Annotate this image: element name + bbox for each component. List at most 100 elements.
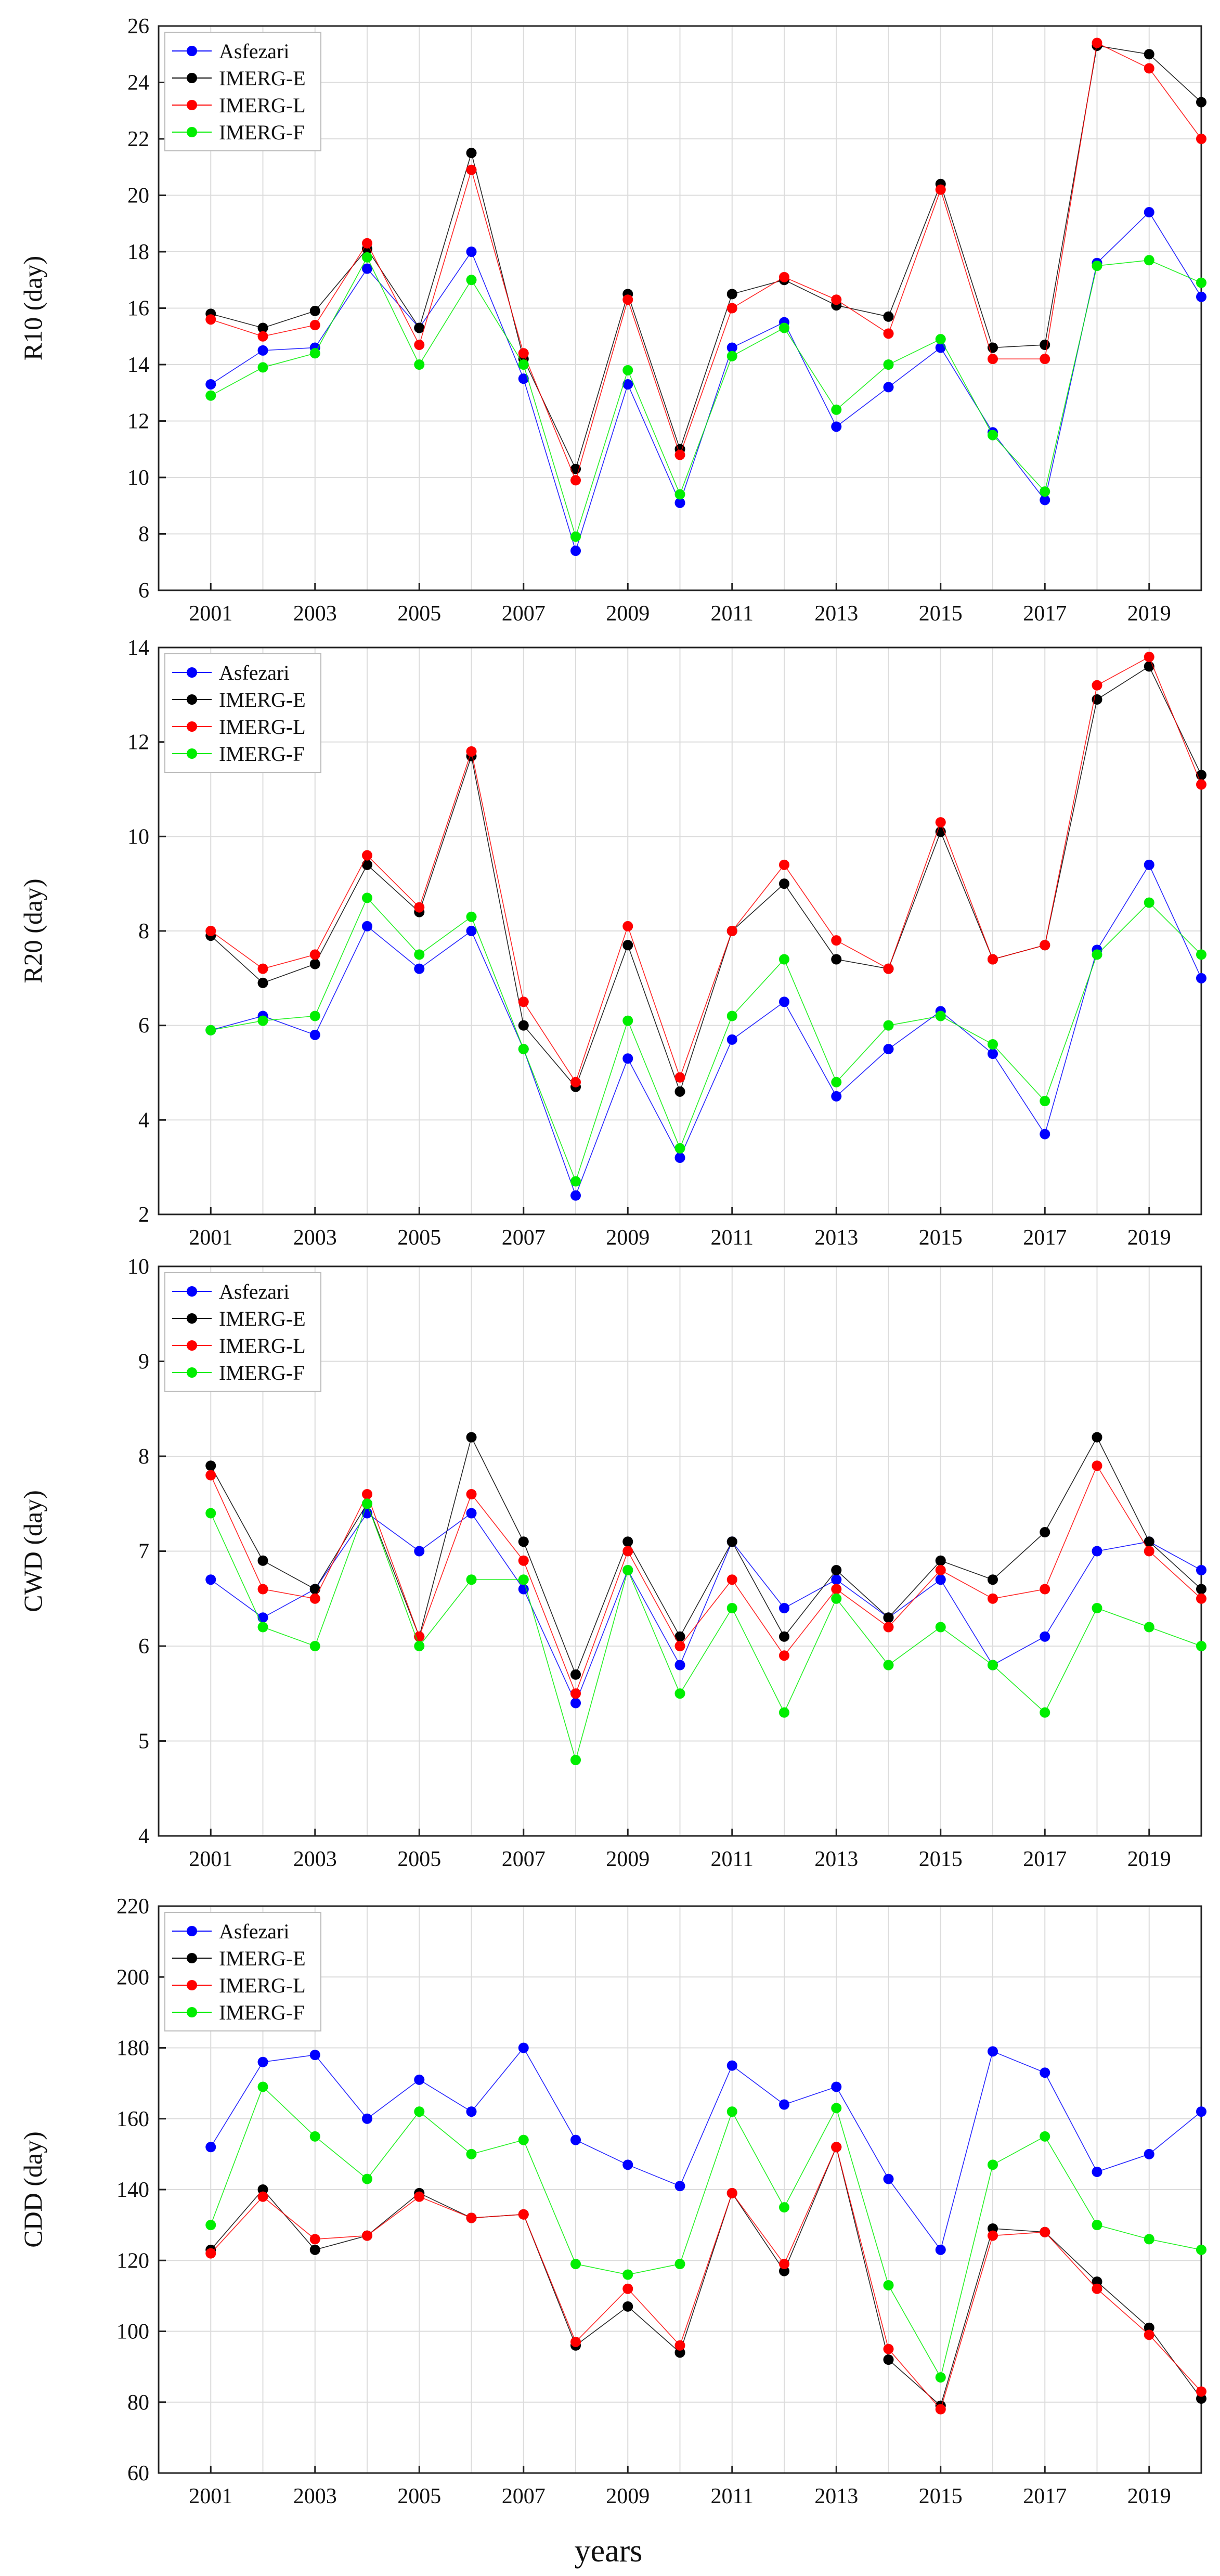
cdd-imerg-f-point <box>726 2106 737 2117</box>
r10-xtick-label: 2001 <box>189 602 232 626</box>
cwd-legend-marker <box>187 1313 197 1324</box>
r10-xtick-label: 2007 <box>502 602 546 626</box>
cwd-imerg-f-point <box>570 1755 581 1765</box>
r10-legend: Asfezari IMERG-E IMERG-L IMERG-F <box>164 32 321 151</box>
r10-ytick-label: 16 <box>127 297 149 321</box>
cdd-xtick-label: 2011 <box>711 2484 754 2508</box>
cwd-imerg-f-point <box>831 1593 842 1604</box>
r20-legend-label: IMERG-F <box>219 742 304 766</box>
cwd-asfezari-point <box>1040 1631 1050 1642</box>
r20-imerg-l-point <box>726 926 737 936</box>
cwd-xtick-label: 2011 <box>711 1847 754 1871</box>
cwd-imerg-f-point <box>988 1660 998 1671</box>
cwd-imerg-f-point <box>674 1688 685 1699</box>
r20-ytick-label: 4 <box>138 1108 149 1132</box>
r10-imerg-f-point <box>935 334 946 345</box>
r20-imerg-f-point <box>674 1143 685 1154</box>
r20-ytick-label: 8 <box>138 920 149 943</box>
r10-imerg-e-line <box>211 45 1202 470</box>
r20-imerg-f-point <box>622 1015 633 1026</box>
r20-imerg-f-point <box>1144 897 1154 908</box>
r20-imerg-f-point <box>935 1011 946 1021</box>
r20-xtick-label: 2017 <box>1023 1226 1067 1250</box>
r10-asfezari-point <box>1144 207 1154 218</box>
cdd-imerg-l-point <box>205 2248 216 2259</box>
cwd-xtick-label: 2019 <box>1127 1847 1171 1871</box>
r20-asfezari-point <box>309 1029 320 1040</box>
cwd-series-asfezari <box>205 1508 1206 1708</box>
r20-legend-label: Asfezari <box>219 661 289 684</box>
cwd-imerg-f-point <box>518 1574 529 1585</box>
cwd-imerg-f-point <box>414 1641 425 1651</box>
cdd-imerg-f-point <box>257 2081 268 2092</box>
r10-asfezari-point <box>518 373 529 384</box>
cwd-asfezari-point <box>570 1698 581 1708</box>
cwd-imerg-e-point <box>1092 1432 1102 1443</box>
cwd-asfezari-point <box>466 1508 477 1519</box>
r10-imerg-f-point <box>1144 255 1154 266</box>
r10-series-imerg-f <box>205 252 1206 542</box>
r10-ytick-label: 24 <box>127 71 149 95</box>
cwd-series-imerg-f <box>205 1498 1206 1765</box>
cwd-imerg-e-point <box>883 1612 894 1623</box>
r10-asfezari-point <box>466 247 477 257</box>
r20-legend-marker <box>187 667 197 678</box>
cdd-imerg-l-point <box>726 2187 737 2198</box>
cwd-asfezari-point <box>1092 1546 1102 1557</box>
r20-asfezari-point <box>726 1034 737 1045</box>
cdd-asfezari-point <box>466 2106 477 2117</box>
cdd-legend: Asfezari IMERG-E IMERG-L IMERG-F <box>164 1912 321 2031</box>
cwd-series-imerg-l <box>205 1460 1206 1699</box>
r20-imerg-l-point <box>518 996 529 1007</box>
cwd-asfezari-point <box>935 1574 946 1585</box>
cdd-asfezari-point <box>257 2056 268 2067</box>
cwd-imerg-e-point <box>257 1555 268 1566</box>
cwd-imerg-e-point <box>1040 1527 1050 1537</box>
r20-imerg-f-line <box>211 897 1202 1183</box>
cwd-legend-label: IMERG-L <box>219 1334 306 1357</box>
r10-imerg-f-line <box>210 256 1202 538</box>
r20-y-axis-label: R20 (day) <box>18 878 47 983</box>
r20-imerg-l-point <box>935 817 946 828</box>
r10-imerg-l-point <box>622 294 633 305</box>
chart-cdd: 2001 2003 2005 2007 2009 2011 2013 2015 2017 2019… <box>18 1895 1206 2508</box>
r20-asfezari-point <box>674 1153 685 1163</box>
cdd-imerg-l-point <box>362 2230 372 2241</box>
r10-y-axis-label: R10 (day) <box>18 256 47 360</box>
r20-imerg-l-point <box>674 1072 685 1083</box>
r20-ticks: 2001 2003 2005 2007 2009 2011 2013 2015 2017 2019… <box>127 636 1171 1250</box>
cdd-asfezari-point <box>622 2159 633 2170</box>
r20-asfezari-point <box>414 963 425 974</box>
cdd-imerg-l-point <box>1144 2329 1154 2340</box>
cwd-imerg-f-point <box>1144 1622 1154 1633</box>
r20-asfezari-point <box>466 926 477 936</box>
cdd-asfezari-point <box>1144 2148 1154 2159</box>
cdd-imerg-l-point <box>414 2191 425 2202</box>
cwd-imerg-e-point <box>988 1574 998 1585</box>
r10-legend-marker <box>187 73 197 83</box>
r10-asfezari-point <box>935 342 946 353</box>
r20-xtick-label: 2011 <box>711 1226 754 1250</box>
cdd-xtick-label: 2007 <box>502 2484 546 2508</box>
cdd-asfezari-point <box>1040 2067 1050 2078</box>
r20-imerg-f-point <box>570 1176 581 1187</box>
cdd-ytick-label: 160 <box>116 2107 149 2131</box>
r20-imerg-e-point <box>362 859 372 870</box>
r10-imerg-l-point <box>726 303 737 314</box>
r10-imerg-l-point <box>570 475 581 486</box>
r10-imerg-l-point <box>309 320 320 331</box>
r20-imerg-l-point <box>414 902 425 913</box>
cdd-xtick-label: 2003 <box>293 2484 337 2508</box>
cwd-asfezari-point <box>257 1612 268 1623</box>
r10-imerg-l-point <box>988 354 998 365</box>
cwd-asfezari-point <box>831 1574 842 1585</box>
cdd-asfezari-point <box>414 2074 425 2085</box>
r20-imerg-e-point <box>674 1086 685 1097</box>
cdd-imerg-l-point <box>309 2234 320 2245</box>
r20-xtick-label: 2015 <box>919 1226 963 1250</box>
r20-legend-marker <box>187 721 197 732</box>
r10-imerg-l-point <box>831 294 842 305</box>
cdd-imerg-f-point <box>466 2148 477 2159</box>
cwd-legend-marker <box>187 1286 197 1297</box>
r20-imerg-f-point <box>362 892 372 903</box>
